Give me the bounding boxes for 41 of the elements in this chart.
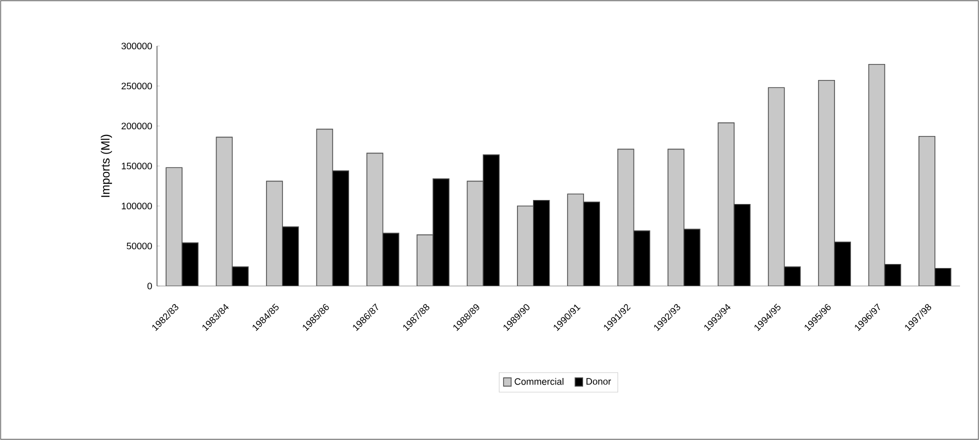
bar — [684, 228, 700, 286]
bar — [517, 206, 534, 286]
bar — [432, 178, 450, 286]
bar — [382, 232, 400, 286]
legend-label: Donor — [586, 378, 611, 385]
bar — [232, 266, 249, 286]
bar — [617, 148, 634, 286]
bar — [818, 80, 835, 286]
bar — [834, 242, 851, 286]
bar — [466, 180, 484, 286]
y-tick-label: 250000 — [122, 82, 152, 90]
bar — [332, 170, 350, 286]
bar — [182, 242, 198, 286]
bar — [633, 230, 650, 286]
bar — [533, 200, 550, 286]
bar — [567, 194, 584, 286]
bar — [266, 180, 283, 286]
bar — [282, 226, 299, 286]
y-tick-label: 100000 — [122, 202, 152, 210]
bar — [366, 152, 384, 286]
bar — [316, 128, 334, 286]
y-tick-label: 150000 — [122, 162, 152, 170]
bar — [734, 204, 751, 286]
y-tick-label: 300000 — [122, 42, 152, 50]
bar — [718, 122, 735, 286]
y-tick-label: 0 — [147, 282, 152, 290]
bar — [482, 154, 500, 286]
bar — [583, 202, 600, 286]
y-axis-title: Imports (Ml) — [100, 134, 112, 197]
bar — [166, 167, 182, 286]
y-tick-label: 50000 — [126, 242, 152, 250]
bar — [668, 148, 684, 286]
bar — [918, 136, 936, 286]
bar — [216, 136, 233, 286]
bar — [868, 64, 886, 286]
bar — [416, 234, 434, 286]
bar — [768, 87, 785, 286]
bar — [784, 266, 801, 286]
bar — [884, 264, 902, 286]
legend-label: Commercial — [514, 378, 564, 385]
y-tick-label: 200000 — [122, 122, 152, 130]
